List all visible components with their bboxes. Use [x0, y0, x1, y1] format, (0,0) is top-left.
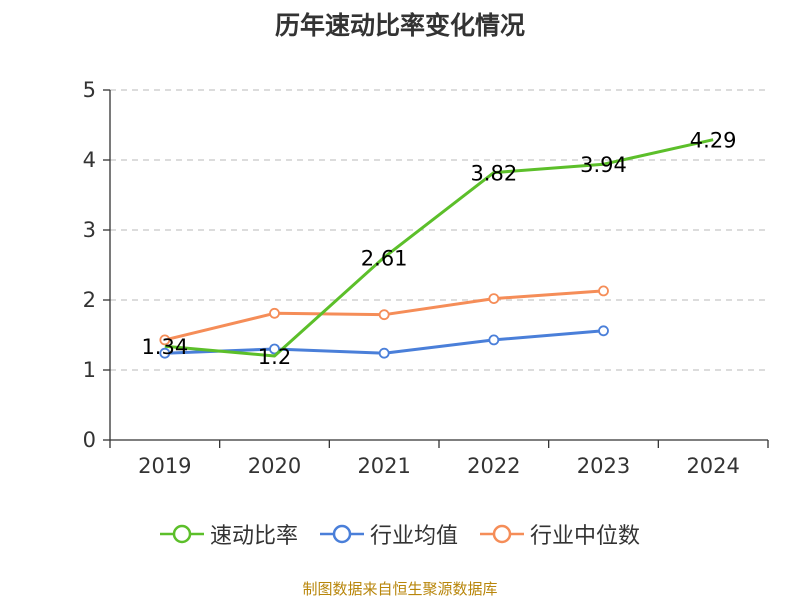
- legend-label: 速动比率: [209, 524, 298, 549]
- data-point: [488, 334, 500, 346]
- data-point: [378, 347, 390, 359]
- data-point: [269, 307, 280, 319]
- series-lines: [159, 138, 714, 359]
- data-label: 3.82: [470, 162, 517, 186]
- data-labels: 1.34 1.2 2.61 3.82 3.94 4.29: [141, 129, 736, 369]
- data-label: 2.61: [361, 246, 408, 270]
- data-point: [598, 325, 609, 337]
- y-tick-label: 3: [83, 218, 96, 242]
- axes: 0 1 2 3 4 5 2019 2020 2021 2022 2023 2024: [83, 78, 769, 478]
- y-tick-label: 1: [83, 358, 96, 382]
- data-point: [159, 334, 171, 346]
- legend-marker-icon: [159, 524, 204, 544]
- data-label: 3.94: [580, 153, 627, 177]
- y-tick-label: 5: [83, 78, 96, 102]
- legend-marker-icon: [319, 524, 364, 544]
- legend-label: 行业均值: [369, 524, 458, 549]
- data-point: [378, 309, 390, 321]
- y-tick-label: 2: [83, 288, 96, 312]
- legend-item-quick-ratio[interactable]: 速动比率: [159, 518, 298, 550]
- x-tick-label: 2022: [467, 454, 520, 478]
- data-point: [159, 347, 171, 359]
- series-line: [164, 138, 714, 358]
- source-note: 制图数据来自恒生聚源数据库: [302, 580, 498, 598]
- x-tick-label: 2019: [138, 454, 191, 478]
- data-label: 1.2: [258, 345, 291, 369]
- chart-title: 历年速动比率变化情况: [274, 11, 525, 40]
- data-point: [488, 293, 500, 305]
- legend-label: 行业中位数: [530, 524, 641, 549]
- y-tick-label: 4: [83, 148, 96, 172]
- data-label: 1.34: [141, 335, 188, 359]
- data-label: 4.29: [690, 129, 737, 153]
- x-tick-label: 2020: [248, 454, 301, 478]
- legend-marker-icon: [480, 524, 524, 544]
- data-point: [269, 343, 280, 355]
- y-tick-label: 0: [83, 428, 96, 452]
- legend-item-industry-mean[interactable]: 行业均值: [319, 518, 458, 550]
- data-point: [598, 285, 609, 297]
- x-tick-label: 2023: [577, 454, 630, 478]
- legend-item-industry-median[interactable]: 行业中位数: [480, 518, 640, 550]
- x-tick-label: 2024: [686, 454, 739, 478]
- x-tick-label: 2021: [357, 454, 410, 478]
- legend: 速动比率 行业均值 行业中位数: [0, 518, 800, 550]
